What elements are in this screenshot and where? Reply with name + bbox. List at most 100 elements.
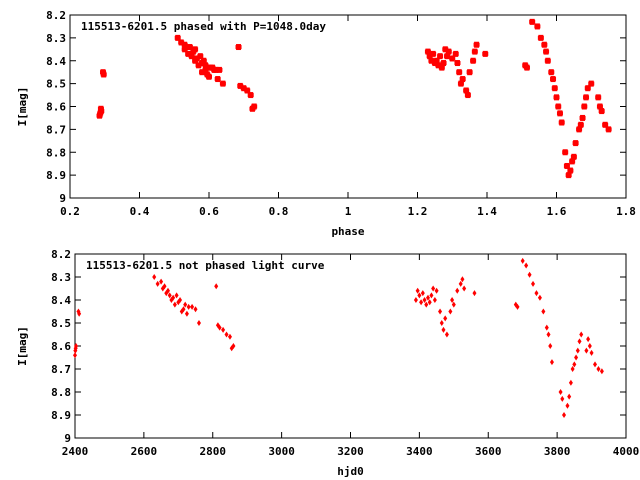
y-tick-label: 8.2 <box>46 9 66 22</box>
data-point-cross <box>440 61 447 66</box>
data-point <box>549 359 554 366</box>
data-point-cross <box>537 35 544 40</box>
x-tick-label: 2600 <box>131 445 158 458</box>
data-point <box>534 290 539 297</box>
data-point-cross <box>583 95 590 100</box>
data-point <box>231 343 236 349</box>
x-tick-label: 3400 <box>406 445 433 458</box>
x-tick-label: 0.6 <box>199 205 219 218</box>
data-point <box>544 324 549 331</box>
data-point-cross <box>212 67 219 72</box>
data-point <box>431 285 436 292</box>
data-point-cross <box>550 77 557 82</box>
data-point-cross <box>464 93 471 98</box>
data-point <box>186 303 191 310</box>
x-tick-label: 1.4 <box>477 205 497 218</box>
data-point-cross <box>444 54 451 59</box>
data-point <box>420 290 425 297</box>
data-point-cross <box>181 47 188 52</box>
data-point <box>193 306 198 313</box>
data-point-cross <box>577 122 584 127</box>
data-point <box>441 326 446 333</box>
y-tick-label: 8.5 <box>51 317 71 330</box>
data-point-cross <box>565 173 572 178</box>
data-point-cross <box>602 122 609 127</box>
data-point <box>575 347 580 354</box>
data-point <box>455 287 460 294</box>
data-point <box>524 262 529 269</box>
data-point-cross <box>442 47 449 52</box>
data-point <box>424 301 429 308</box>
data-point-cross <box>581 104 588 109</box>
data-point-cross <box>572 141 579 146</box>
data-point-cross <box>553 95 560 100</box>
data-point <box>417 292 422 299</box>
data-point <box>520 257 525 264</box>
data-point <box>515 303 520 310</box>
y-tick-label: 8.5 <box>46 78 66 91</box>
data-point <box>162 283 167 290</box>
data-point-cross <box>449 56 456 61</box>
data-point <box>184 310 189 317</box>
data-point-cross <box>596 104 603 109</box>
data-point <box>167 292 172 299</box>
unphased-light-curve-panel: 2400 2600 2800 3000 3200 3400 3600 3800 4000 8.2 8… <box>16 248 639 478</box>
data-point <box>425 294 430 301</box>
data-point-cross <box>438 65 445 70</box>
x-tick-label: 1.8 <box>616 205 636 218</box>
data-point-cross <box>562 150 569 155</box>
y-tick-label: 9 <box>59 192 66 205</box>
data-point <box>565 402 570 409</box>
data-point-cross <box>235 45 242 50</box>
unphased-y-axis-label: I[mag] <box>16 326 29 366</box>
data-point-cross <box>584 86 591 91</box>
data-point <box>448 308 453 315</box>
data-point-cross <box>430 51 437 56</box>
data-point <box>548 343 553 349</box>
data-point-cross <box>199 70 206 75</box>
data-point <box>587 343 592 349</box>
data-point-cross <box>595 95 602 100</box>
data-point <box>546 331 551 338</box>
x-tick-label: 0.8 <box>269 205 289 218</box>
data-point <box>190 303 195 310</box>
y-tick-label: 8.9 <box>51 409 71 422</box>
data-point <box>562 412 567 418</box>
x-tick-label: 3800 <box>544 445 571 458</box>
data-point <box>415 287 420 294</box>
data-point-cross <box>186 45 193 50</box>
data-point <box>217 324 222 331</box>
y-tick-label: 8.6 <box>46 101 66 114</box>
phased-y-axis-label: I[mag] <box>16 87 29 127</box>
data-point-cross <box>206 74 212 79</box>
x-tick-label: 2800 <box>200 445 227 458</box>
data-point-cross <box>98 109 105 114</box>
data-point <box>572 361 577 368</box>
data-point-cross <box>214 77 221 82</box>
data-point <box>458 280 463 287</box>
data-point-cross <box>452 51 459 56</box>
data-point-cross <box>558 120 565 125</box>
x-tick-label: 4000 <box>613 445 640 458</box>
x-tick-label: 3600 <box>475 445 502 458</box>
data-point-cross <box>569 159 576 164</box>
y-tick-label: 8.2 <box>51 248 71 261</box>
data-point <box>224 331 229 338</box>
x-tick-label: 1.2 <box>408 205 428 218</box>
data-point-cross <box>473 42 480 47</box>
data-point-cross <box>551 86 558 91</box>
data-point-cross <box>541 42 548 47</box>
data-point-cross <box>193 56 200 61</box>
y-tick-label: 8.3 <box>51 271 71 284</box>
data-point-cross <box>251 104 258 109</box>
data-point <box>586 336 591 343</box>
phased-chart-title: 115513-6201.5 phased with P=1048.0day <box>81 20 326 33</box>
data-point <box>429 292 434 299</box>
x-tick-label: 3000 <box>268 445 295 458</box>
data-point-cross <box>445 49 452 54</box>
data-point-cross <box>471 49 478 54</box>
phased-light-curve-panel: 0.2 0.4 0.6 0.8 1 1.2 1.4 1.6 1.8 8.2 8.3 8.4 8.5 8.6… <box>16 9 636 238</box>
data-point <box>584 347 589 354</box>
data-point-cross <box>181 42 188 47</box>
